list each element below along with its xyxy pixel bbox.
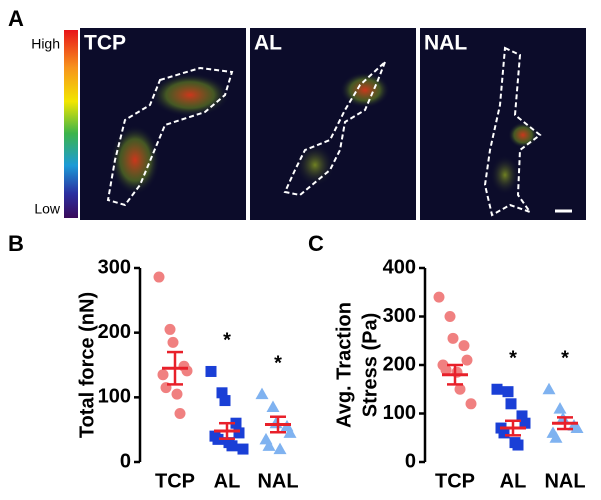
x-tick-label: TCP [155, 470, 195, 492]
data-point [433, 291, 445, 303]
y-tick-label: 100 [383, 402, 416, 424]
data-point [505, 398, 517, 410]
colorbar-low: Low [34, 201, 61, 217]
data-point [440, 364, 452, 376]
data-point [262, 439, 276, 451]
x-tick-label: NAL [257, 470, 298, 492]
data-point [519, 417, 531, 429]
data-point [542, 382, 556, 395]
data-point [216, 387, 228, 399]
colorbar [64, 30, 78, 218]
significance: * [509, 348, 517, 370]
data-point [164, 323, 176, 335]
data-point [570, 421, 584, 434]
data-point [512, 439, 524, 451]
x-tick-label: NAL [544, 470, 585, 492]
y-axis-label: Avg. Traction [333, 302, 355, 428]
x-tick-label: AL [214, 470, 241, 492]
y-tick-label: 0 [120, 450, 131, 472]
data-point [167, 336, 179, 348]
image-al: AL [250, 28, 416, 220]
data-point [283, 426, 297, 438]
data-point [273, 442, 287, 455]
colorbar-high: High [31, 36, 60, 52]
image-label: NAL [424, 32, 467, 55]
panel-label: C [308, 231, 324, 256]
y-tick-label: 300 [383, 305, 416, 327]
panel-label: A [8, 6, 24, 31]
data-point [269, 416, 283, 429]
data-point [454, 383, 466, 395]
image-nal: NAL [420, 28, 586, 220]
data-point [205, 365, 217, 377]
y-tick-label: 300 [98, 256, 131, 278]
y-axis-label: Stress (Pa) [359, 313, 381, 418]
data-point [233, 427, 245, 439]
data-point [219, 395, 231, 407]
data-point [498, 427, 510, 439]
y-tick-label: 200 [383, 353, 416, 375]
data-point [237, 443, 249, 455]
x-tick-label: TCP [435, 470, 475, 492]
data-point [502, 386, 514, 398]
data-point [458, 340, 470, 352]
data-point [491, 383, 503, 395]
image-label: TCP [84, 32, 126, 55]
significance: * [274, 352, 282, 374]
data-point [157, 369, 169, 381]
data-point [553, 402, 567, 414]
data-point [171, 388, 183, 400]
data-point [444, 311, 456, 322]
data-point [549, 431, 563, 443]
data-point [153, 271, 165, 283]
data-point [255, 387, 269, 400]
data-point [174, 408, 186, 419]
image-tcp: TCP [80, 28, 246, 220]
data-point [266, 400, 280, 413]
y-tick-label: 200 [98, 321, 131, 343]
data-point [461, 354, 473, 366]
x-tick-label: AL [500, 470, 527, 492]
panel-label: B [8, 231, 24, 256]
significance: * [561, 348, 569, 370]
data-point [516, 410, 528, 422]
y-axis-label: Total force (nN) [76, 292, 98, 438]
data-point [230, 417, 242, 429]
data-point [447, 332, 459, 344]
significance: * [223, 330, 231, 352]
data-point [465, 398, 477, 410]
image-label: AL [254, 32, 282, 55]
data-point [226, 440, 238, 452]
y-tick-label: 0 [405, 450, 416, 472]
y-tick-label: 100 [98, 386, 131, 408]
y-tick-label: 400 [383, 256, 416, 278]
data-point [212, 433, 224, 445]
